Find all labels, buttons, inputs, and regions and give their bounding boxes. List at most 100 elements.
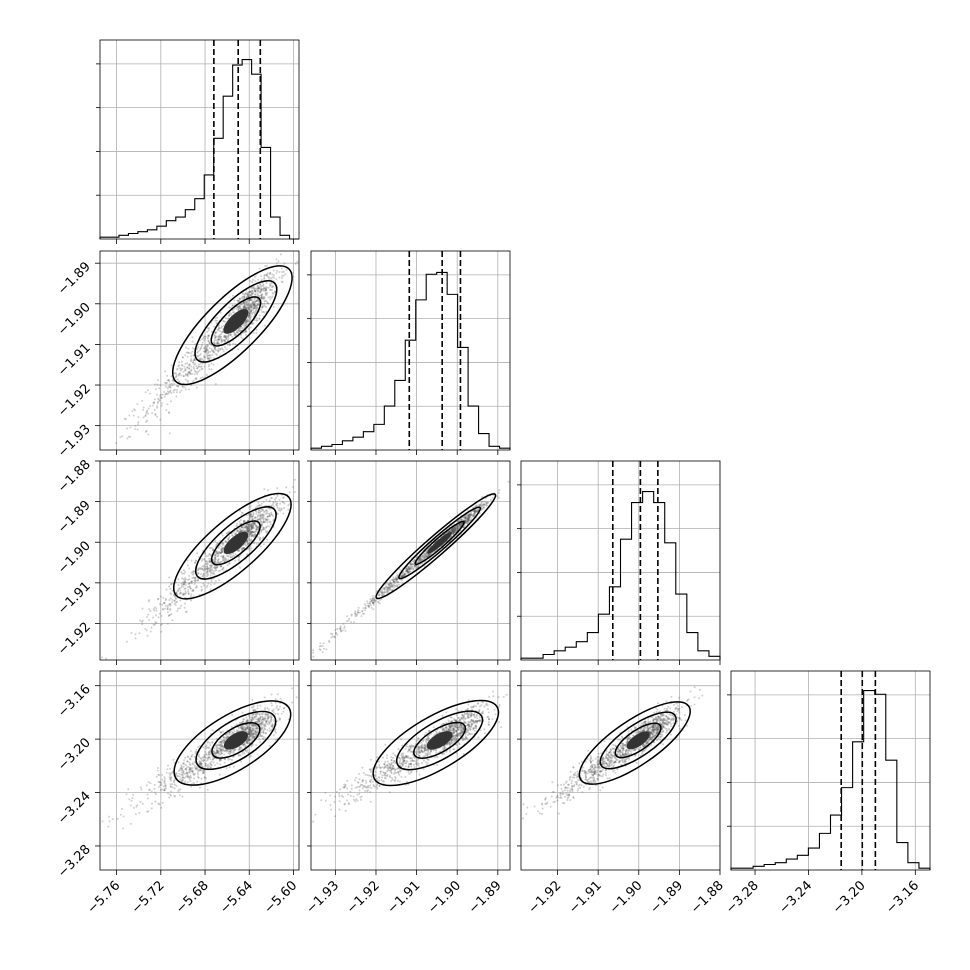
sample-point [285,268,288,271]
sample-point [237,299,240,302]
sample-point [190,358,193,360]
sample-point [101,820,104,823]
sample-point [282,270,285,273]
sample-point [216,555,219,558]
sample-point [167,411,170,414]
sample-point [270,718,273,721]
sample-point [336,633,339,636]
sample-point [417,565,419,568]
sample-point [266,286,269,289]
sample-point [264,299,267,302]
sample-point [279,705,282,708]
sample-point [207,357,210,360]
sample-point [204,335,206,338]
sample-point [141,607,144,610]
sample-point [258,317,261,320]
sample-point [259,296,262,299]
sample-point [253,288,256,291]
sample-point [240,334,243,336]
sample-point [194,772,197,775]
sample-point [153,398,156,401]
sample-point [239,307,242,310]
sample-point [238,297,241,300]
sample-point [165,597,167,600]
sample-point [154,621,157,624]
sample-point [160,393,162,396]
sample-point [145,430,148,433]
sample-point [187,351,190,354]
sample-point [215,319,218,322]
sample-point [218,326,221,329]
sample-point [188,371,191,374]
sample-point [238,297,241,300]
sample-point [188,364,191,367]
sample-point [219,333,222,336]
sample-point [184,354,187,357]
sample-point [206,357,209,360]
sample-point [209,350,212,353]
sample-point [256,516,259,519]
sample-point [215,342,218,345]
sample-point [269,288,272,291]
sample-point [206,336,209,339]
sample-point [161,801,164,804]
sample-point [215,352,217,355]
sample-point [208,363,211,366]
sample-point [222,730,225,733]
sample-point [141,619,144,622]
sample-point [206,746,209,749]
sample-point [255,542,258,545]
sample-point [325,648,328,651]
sample-point [154,414,157,417]
sample-point [253,290,256,293]
sample-point [201,558,204,560]
sample-point [173,382,176,385]
sample-point [211,549,214,552]
sample-point [213,573,216,576]
sample-point [281,281,284,283]
sample-point [166,622,169,625]
sample-point [377,601,380,604]
sample-point [237,308,240,311]
sample-point [171,379,174,382]
sample-point [228,306,230,309]
sample-point [188,370,190,373]
sample-point [263,302,266,305]
sample-point [252,524,254,527]
sample-point [257,286,260,289]
sample-point [231,294,234,297]
sample-point [214,346,217,349]
sample-point [203,365,206,368]
sample-point [145,410,148,413]
sample-point [169,386,172,389]
sample-point [164,370,167,373]
sample-point [187,592,190,595]
sample-point [273,291,276,294]
sample-point [232,765,235,768]
sample-point [268,288,271,291]
sample-point [166,381,168,384]
sample-point [122,815,125,818]
sample-point [266,272,269,275]
sample-point [167,379,170,382]
sample-point [186,366,189,369]
sample-point [278,271,281,273]
sample-point [165,409,168,411]
sample-point [188,567,191,570]
sample-point [245,330,248,333]
sample-point [190,355,193,358]
sample-point [275,707,278,709]
sample-point [227,338,230,341]
sample-point [220,549,223,552]
sample-point [254,287,257,290]
sample-point [178,794,181,797]
sample-point [346,615,349,618]
sample-point [245,292,248,295]
sample-point [266,489,269,492]
sample-point [214,331,217,334]
sample-point [275,258,278,261]
sample-point [268,513,271,516]
sample-point [242,305,245,308]
sample-point [248,312,251,315]
sample-point [211,572,214,575]
